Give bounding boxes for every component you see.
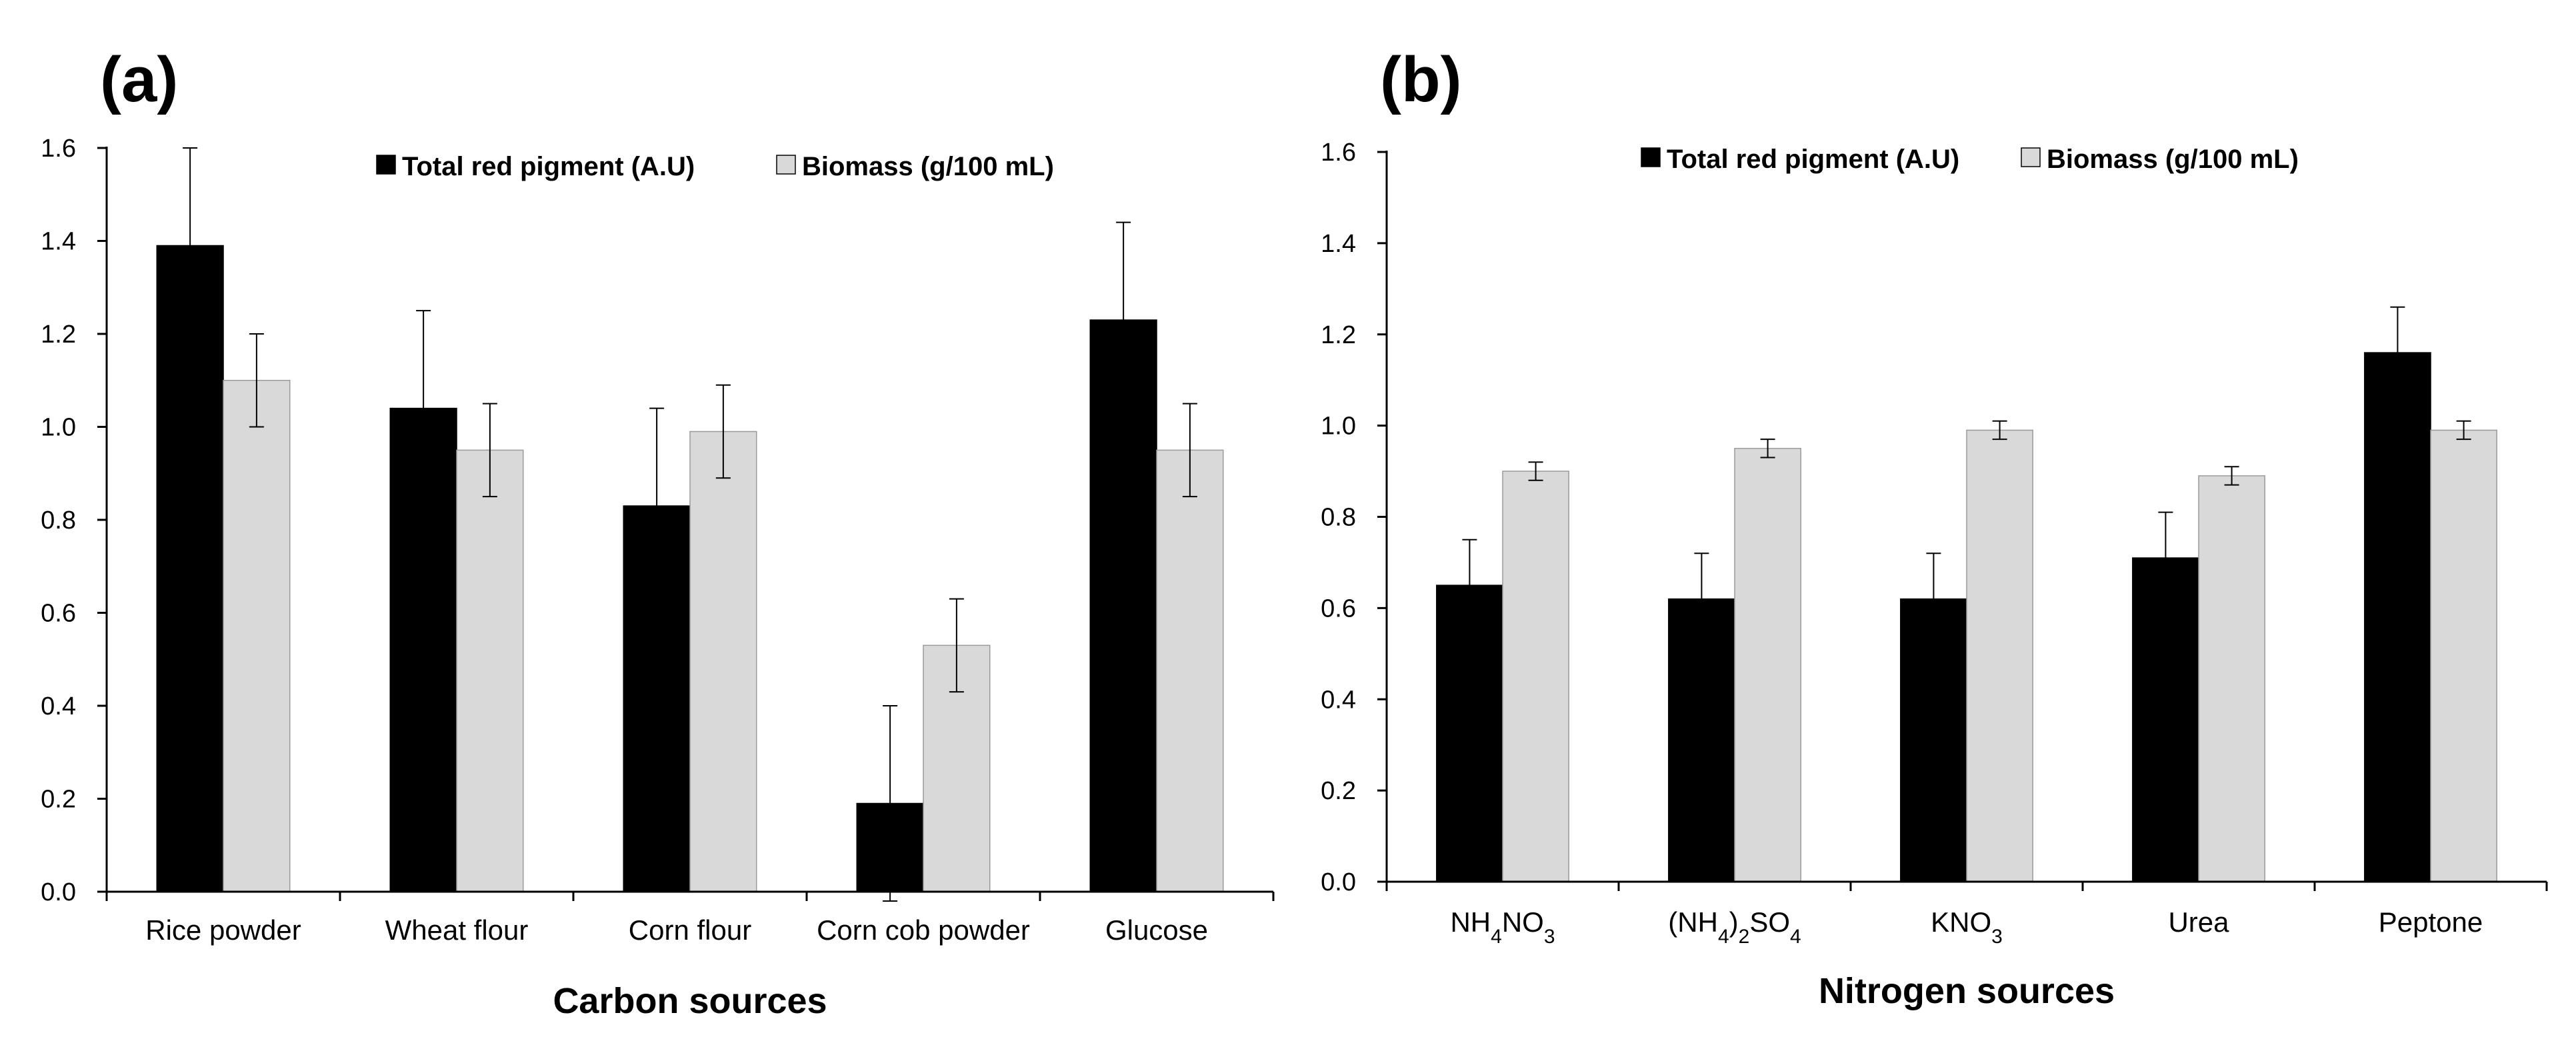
y-tick-label: 0.2 <box>1321 777 1356 805</box>
category-label: KNO3 <box>1931 906 2003 948</box>
legend-swatch-pigment <box>376 155 396 175</box>
bar-biomass <box>1734 448 1801 882</box>
y-tick-label: 1.0 <box>41 414 76 442</box>
panel-label: (a) <box>100 44 178 115</box>
bar-biomass <box>1502 471 1569 882</box>
y-tick-label: 1.6 <box>41 135 76 163</box>
y-tick-label: 0.8 <box>41 507 76 534</box>
y-tick-label: 0.4 <box>41 692 76 720</box>
category-label: Rice powder <box>145 914 301 946</box>
category-label: Wheat flour <box>385 914 529 946</box>
panel-label: (b) <box>1380 44 1462 115</box>
y-tick-label: 1.0 <box>1321 413 1356 441</box>
y-tick-label: 0.8 <box>1321 504 1356 532</box>
y-tick-label: 0.4 <box>1321 686 1356 714</box>
bar-pigment <box>1668 598 1735 882</box>
legend-swatch-pigment <box>1641 147 1661 167</box>
legend-label-pigment: Total red pigment (A.U) <box>402 152 695 181</box>
bar-biomass <box>1966 429 2033 882</box>
bar-biomass <box>689 431 757 892</box>
y-tick-label: 1.2 <box>41 321 76 349</box>
category-label: (NH4)2SO4 <box>1668 906 1801 948</box>
legend-swatch-biomass <box>2021 147 2041 167</box>
legend-label-pigment: Total red pigment (A.U) <box>1667 145 1959 174</box>
bar-pigment <box>2364 352 2431 882</box>
bar-pigment <box>2132 557 2199 882</box>
legend-label-biomass: Biomass (g/100 mL) <box>2047 145 2299 174</box>
y-tick-label: 1.6 <box>1321 139 1356 167</box>
category-label: NH4NO3 <box>1450 906 1555 948</box>
y-tick-label: 0.0 <box>1321 868 1356 896</box>
y-tick-label: 1.4 <box>1321 230 1356 258</box>
y-tick-label: 0.0 <box>41 878 76 906</box>
bar-biomass <box>1156 449 1224 892</box>
bar-biomass <box>2198 475 2265 882</box>
category-label: Corn cob powder <box>817 914 1030 946</box>
category-label: Glucose <box>1105 914 1208 946</box>
category-label: Peptone <box>2379 906 2483 938</box>
category-label: Urea <box>2168 906 2229 938</box>
chart-carbon-sources: (a) Total red pigment (A.U) Biomass (g/100… <box>41 44 1275 1021</box>
legend-swatch-biomass <box>776 155 796 175</box>
bar-biomass <box>456 449 524 892</box>
bar-biomass <box>2430 429 2497 882</box>
y-tick-label: 1.4 <box>41 228 76 256</box>
x-axis-title: Carbon sources <box>553 981 827 1021</box>
chart-nitrogen-sources: (b) Total red pigment (A.U) Biomass (g/100… <box>1321 44 2548 1011</box>
x-axis-title: Nitrogen sources <box>1819 971 2115 1011</box>
y-tick-label: 0.2 <box>41 786 76 814</box>
category-label: Corn flour <box>629 914 751 946</box>
y-tick-label: 0.6 <box>1321 594 1356 622</box>
legend-label-biomass: Biomass (g/100 mL) <box>802 152 1054 181</box>
y-tick-label: 0.6 <box>41 600 76 628</box>
y-tick-label: 1.2 <box>1321 321 1356 349</box>
bar-biomass <box>223 380 291 892</box>
